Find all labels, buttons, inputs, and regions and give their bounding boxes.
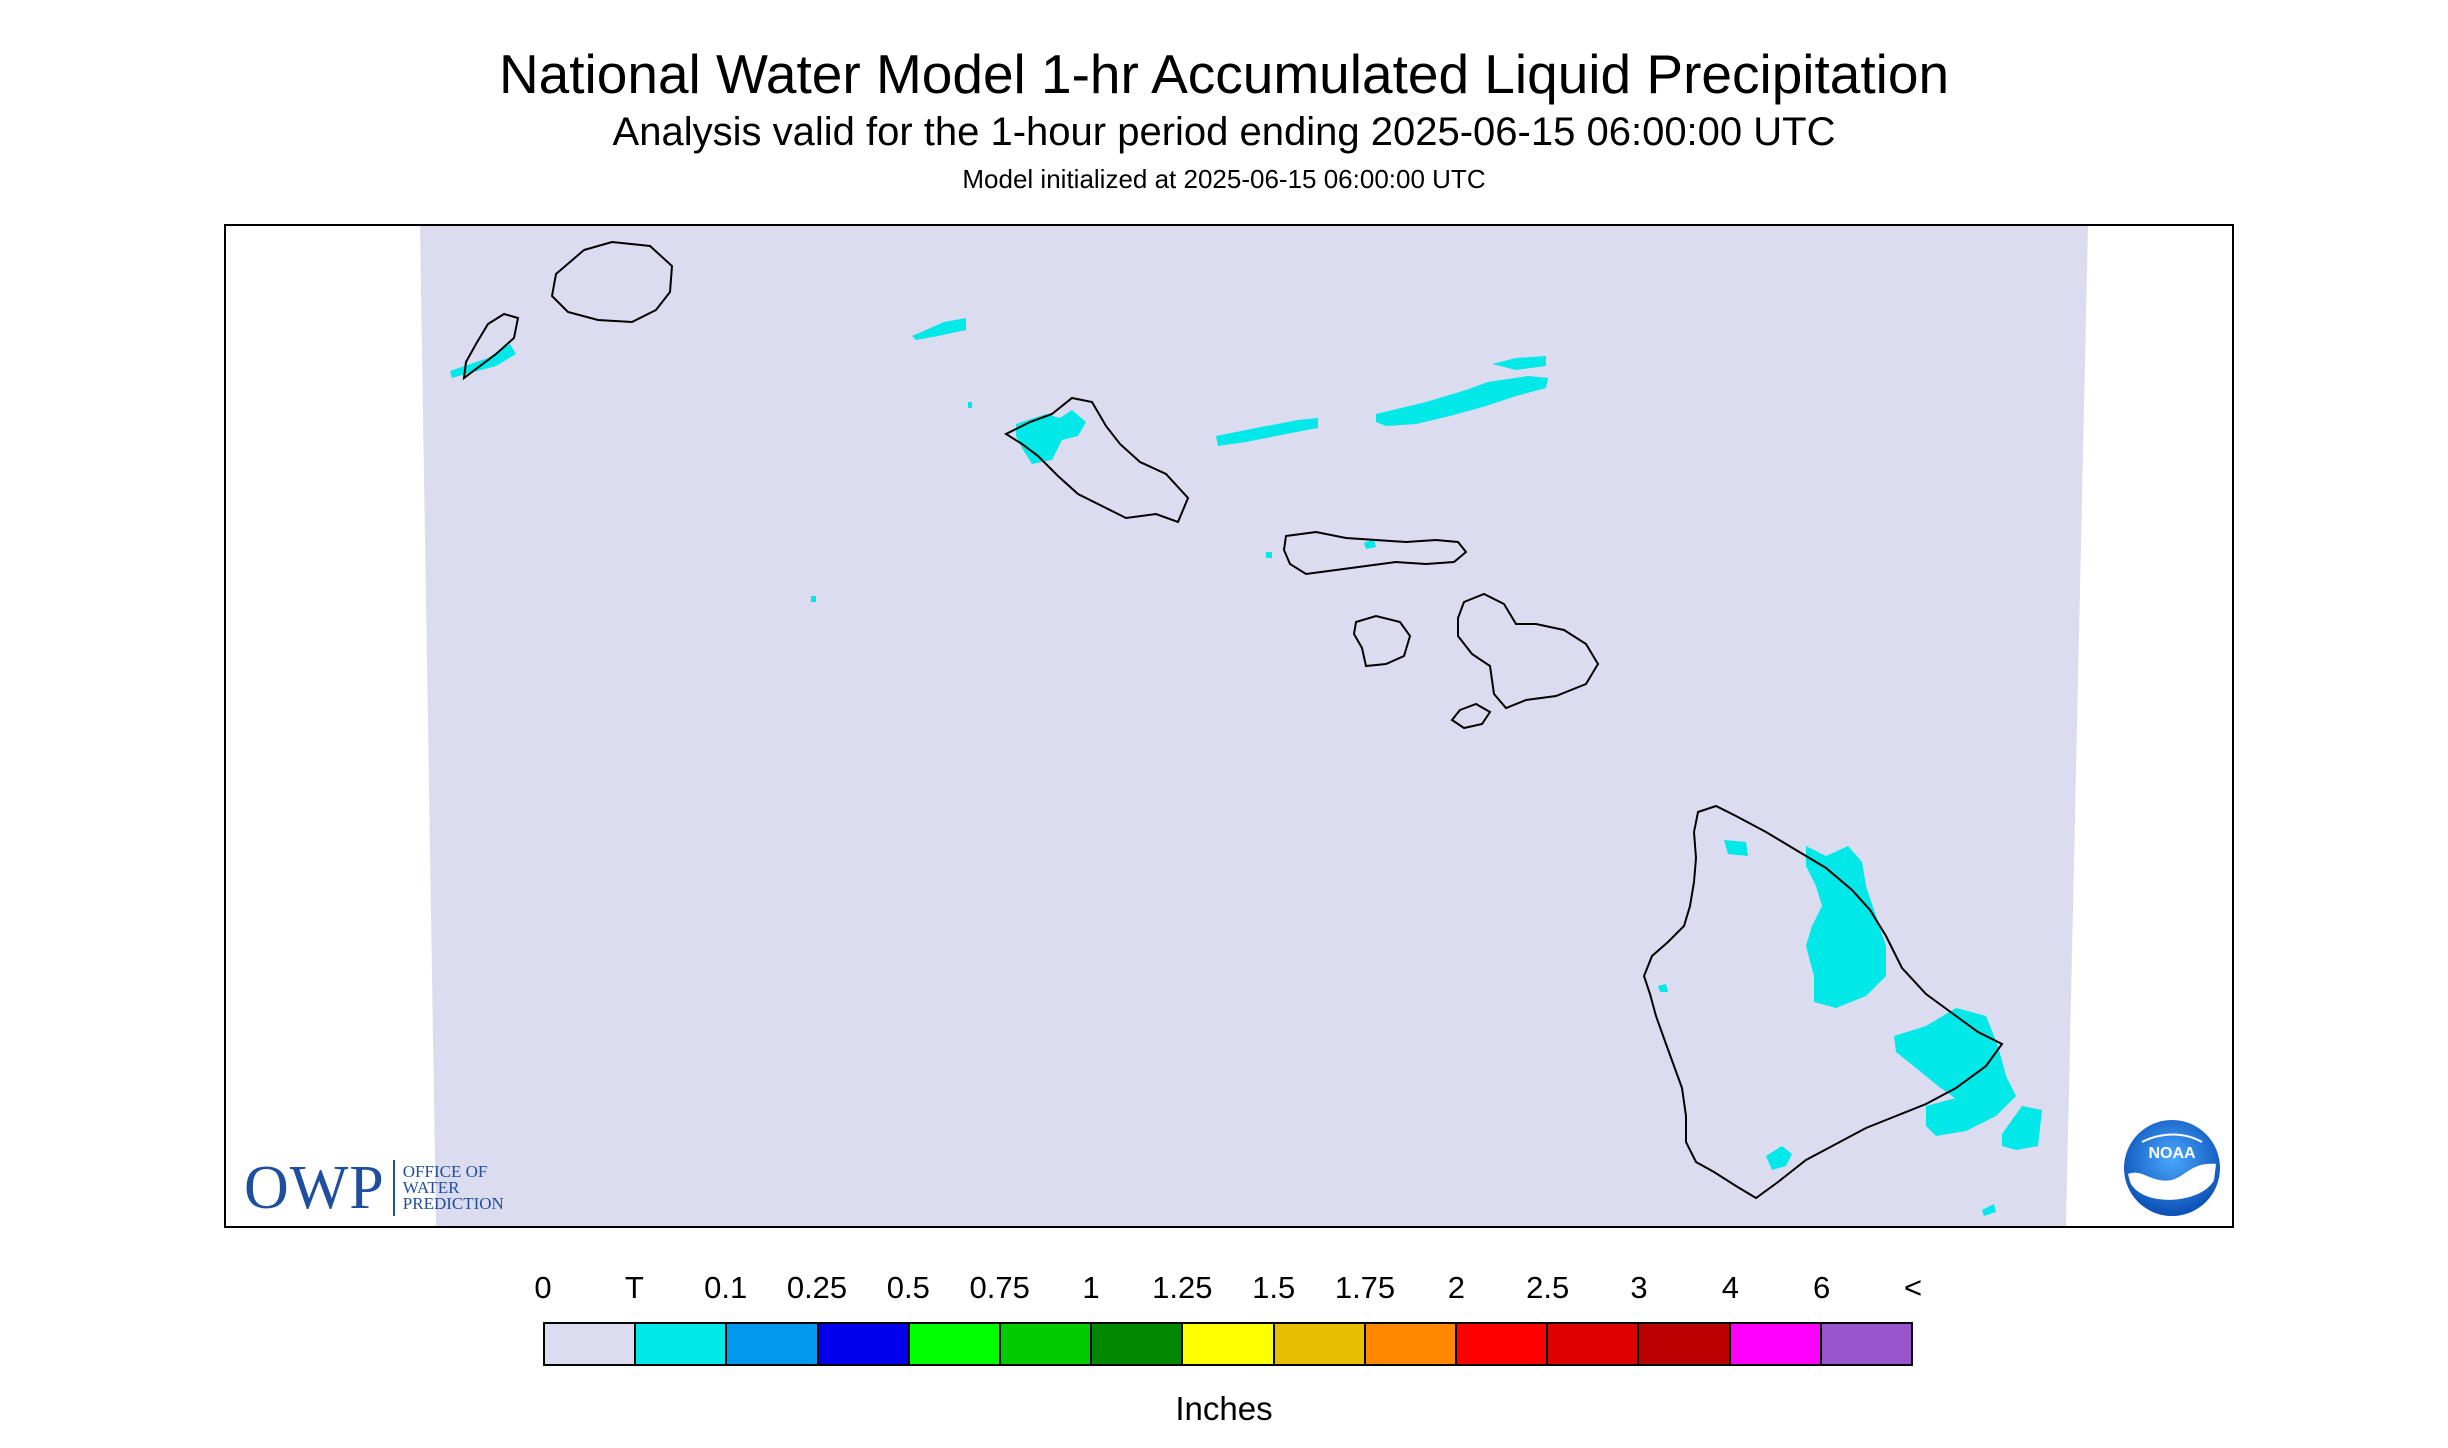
owp-logo-text: OFFICE OF WATER PREDICTION	[402, 1162, 504, 1213]
legend-tick-label: 0.1	[704, 1270, 748, 1305]
noaa-logo-text: NOAA	[2148, 1145, 2196, 1162]
precip-area-speck-3	[968, 402, 972, 408]
legend-swatch	[1730, 1324, 1822, 1364]
map-panel: OWP OFFICE OF WATER PREDICTION NOAA	[224, 224, 2234, 1228]
legend-colorbar	[543, 1322, 1913, 1366]
precip-area-channel-mid	[1216, 418, 1318, 446]
precip-area-kohala	[1724, 840, 1748, 856]
precip-area-hilo	[1806, 846, 1886, 1008]
legend-tick-label: 0	[534, 1270, 552, 1305]
coastline-niihau	[462, 312, 520, 381]
precip-area-kau	[1766, 1146, 1792, 1170]
legend-tick-label: 0.75	[969, 1270, 1030, 1305]
owp-logo-line: WATER	[402, 1178, 460, 1197]
legend-swatch	[1365, 1324, 1458, 1364]
model-domain	[420, 226, 2088, 1226]
legend-swatch	[909, 1324, 1002, 1364]
legend-tick-label: T	[624, 1270, 644, 1305]
coastline-hawaii	[1642, 804, 2004, 1200]
precip-area-speck-1	[811, 596, 816, 602]
precip-area-speck-4	[1982, 1204, 1996, 1216]
legend-swatch	[1092, 1324, 1184, 1364]
legend-swatch	[1821, 1324, 1912, 1364]
legend-tick-label: 4	[1721, 1270, 1739, 1305]
hawaii-map	[420, 226, 2088, 1226]
precip-area-channel-east	[1376, 376, 1548, 426]
legend-swatch	[1457, 1324, 1549, 1364]
map-title: National Water Model 1-hr Accumulated Li…	[498, 43, 1950, 105]
legend-swatch	[1001, 1324, 1093, 1364]
legend-tick-label: 1.5	[1252, 1270, 1296, 1305]
coastlines	[462, 240, 2004, 1200]
legend-tick-label: 6	[1813, 1270, 1831, 1305]
legend-tick-label: 3	[1630, 1270, 1648, 1305]
precip-trace-areas	[450, 318, 2042, 1216]
precip-area-molokai	[1364, 539, 1376, 549]
precip-area-oahu-west	[1016, 410, 1086, 464]
coastline-oahu	[1003, 396, 1190, 524]
legend-swatch	[545, 1324, 637, 1364]
precip-area-speck-2	[1266, 552, 1272, 558]
coastline-kahoolawe	[1450, 702, 1492, 730]
precip-area-niihau	[450, 344, 516, 378]
legend-labels: 0 T 0.1 0.25 0.5 0.75 1 1.25 1.5 1.75 2 2.5 3 4 6 <	[0, 1270, 2448, 1310]
legend-tick-label: 2	[1447, 1270, 1465, 1305]
noaa-logo: NOAA	[2124, 1120, 2220, 1216]
owp-logo-divider	[392, 1160, 395, 1216]
legend-swatch	[1274, 1324, 1366, 1364]
map-subtitle: Analysis valid for the 1-hour period end…	[612, 110, 1836, 154]
precip-area-kona	[1658, 984, 1668, 992]
legend-swatch	[1183, 1324, 1275, 1364]
legend-swatch	[1548, 1324, 1640, 1364]
precip-area-offshore-se	[2002, 1106, 2042, 1150]
legend-tick-label: 2.5	[1526, 1270, 1570, 1305]
legend-tick-label: 0.25	[786, 1270, 848, 1305]
coastline-maui	[1457, 592, 1600, 710]
model-init-line: Model initialized at 2025-06-15 06:00:00…	[962, 164, 1486, 194]
legend-swatch	[818, 1324, 910, 1364]
owp-logo-line: OFFICE OF	[402, 1162, 488, 1181]
legend-tick-label: <	[1903, 1270, 1923, 1305]
legend-swatch	[636, 1324, 728, 1364]
precip-area-kauai-channel	[912, 318, 966, 340]
precip-area-puna-coast	[1926, 1076, 2016, 1136]
legend-tick-label: 0.5	[886, 1270, 930, 1305]
owp-logo-line: PREDICTION	[402, 1194, 504, 1213]
owp-logo: OWP OFFICE OF WATER PREDICTION	[244, 1154, 504, 1222]
coastline-molokai	[1282, 530, 1468, 576]
legend-tick-label: 1.75	[1334, 1270, 1396, 1305]
precip-area-channel-east-2	[1492, 356, 1546, 370]
legend-units: Inches	[1175, 1390, 1273, 1427]
legend-swatch	[1639, 1324, 1731, 1364]
coastline-lanai	[1352, 614, 1412, 668]
legend-tick-label: 1.25	[1152, 1270, 1213, 1305]
coastline-kauai	[550, 240, 674, 324]
legend-swatch	[727, 1324, 819, 1364]
legend-tick-label: 1	[1082, 1270, 1100, 1305]
owp-logo-wordmark: OWP	[244, 1154, 385, 1222]
